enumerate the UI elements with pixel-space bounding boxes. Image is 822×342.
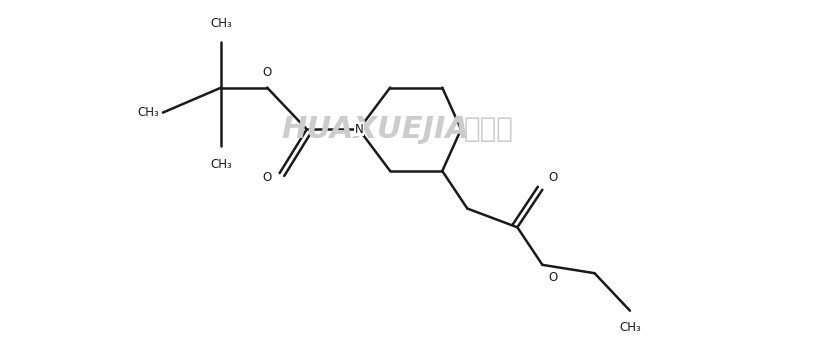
Text: 化学加: 化学加 — [464, 115, 513, 143]
Text: CH₃: CH₃ — [137, 106, 159, 119]
Text: CH₃: CH₃ — [210, 158, 232, 171]
Text: O: O — [548, 171, 558, 184]
Text: HUAXUEJIA: HUAXUEJIA — [282, 115, 469, 144]
Text: CH₃: CH₃ — [619, 321, 641, 334]
Text: CH₃: CH₃ — [210, 17, 232, 30]
Text: O: O — [262, 66, 272, 79]
Text: O: O — [262, 171, 271, 184]
Text: O: O — [548, 271, 558, 284]
Text: N: N — [354, 123, 363, 136]
